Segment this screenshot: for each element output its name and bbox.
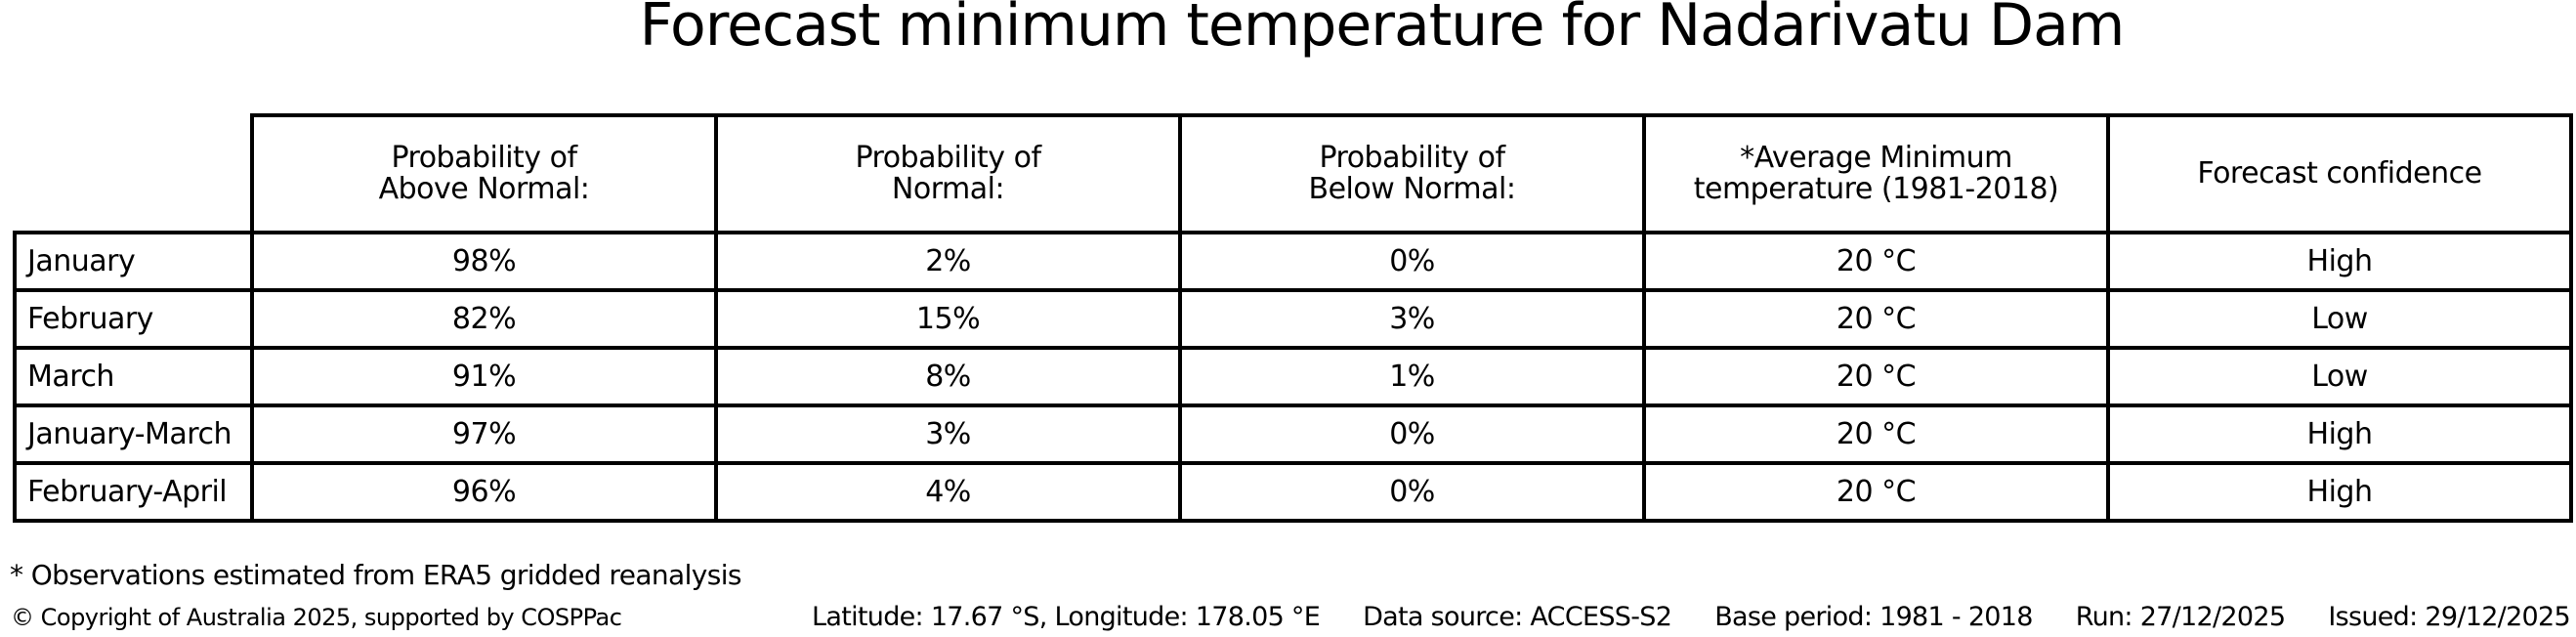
below-normal-cell: 0% [1178, 403, 1646, 465]
issued-date-text: Issued: 29/12/2025 [2328, 602, 2570, 632]
header-forecast-confidence: Forecast confidence [2106, 113, 2573, 234]
base-period-text: Base period: 1981 - 2018 [1714, 602, 2033, 632]
table-header-row: Probability of Above Normal: Probability… [15, 113, 2573, 234]
table-row: March 91% 8% 1% 20 °C Low [13, 346, 2573, 407]
header-text: Forecast confidence [2197, 155, 2482, 191]
footer-metadata-bar: © Copyright of Australia 2025, supported… [11, 602, 2571, 632]
period-cell: February-April [13, 461, 254, 523]
below-normal-cell: 3% [1178, 288, 1646, 350]
above-normal-cell: 98% [250, 231, 718, 292]
normal-cell: 3% [714, 403, 1182, 465]
above-normal-cell: 82% [250, 288, 718, 350]
avg-min-temp-cell: 20 °C [1642, 346, 2110, 407]
run-date-text: Run: 27/12/2025 [2075, 602, 2286, 632]
header-above-normal: Probability of Above Normal: [250, 113, 718, 234]
page-title: Forecast minimum temperature for Nadariv… [639, 0, 2126, 60]
table-row: February 82% 15% 3% 20 °C Low [13, 288, 2573, 350]
above-normal-cell: 91% [250, 346, 718, 407]
table-row: January 98% 2% 0% 20 °C High [13, 231, 2573, 292]
confidence-cell: High [2106, 231, 2573, 292]
data-source-text: Data source: ACCESS-S2 [1363, 602, 1672, 632]
normal-cell: 2% [714, 231, 1182, 292]
header-normal: Probability of Normal: [714, 113, 1182, 234]
header-text: Probability of [1319, 140, 1505, 175]
period-cell: February [13, 288, 254, 350]
copyright-text: © Copyright of Australia 2025, supported… [11, 604, 622, 631]
header-below-normal: Probability of Below Normal: [1178, 113, 1646, 234]
observations-footnote: * Observations estimated from ERA5 gridd… [10, 559, 742, 591]
header-text: temperature (1981-2018) [1693, 172, 2059, 206]
above-normal-cell: 96% [250, 461, 718, 523]
below-normal-cell: 1% [1178, 346, 1646, 407]
header-text: Probability of [855, 140, 1041, 175]
period-cell: January-March [13, 403, 254, 465]
corner-cell [15, 115, 252, 233]
period-cell: January [13, 231, 254, 292]
header-text: Probability of [391, 140, 577, 175]
avg-min-temp-cell: 20 °C [1642, 461, 2110, 523]
avg-min-temp-cell: 20 °C [1642, 288, 2110, 350]
header-text: Above Normal: [378, 172, 590, 206]
confidence-cell: Low [2106, 288, 2573, 350]
normal-cell: 15% [714, 288, 1182, 350]
location-text: Latitude: 17.67 °S, Longitude: 178.05 °E [812, 602, 1321, 632]
avg-min-temp-cell: 20 °C [1642, 403, 2110, 465]
normal-cell: 8% [714, 346, 1182, 407]
confidence-cell: Low [2106, 346, 2573, 407]
header-avg-min-temp: *Average Minimum temperature (1981-2018) [1642, 113, 2110, 234]
table-row: January-March 97% 3% 0% 20 °C High [13, 403, 2573, 465]
normal-cell: 4% [714, 461, 1182, 523]
forecast-table: Probability of Above Normal: Probability… [13, 113, 2573, 523]
period-cell: March [13, 346, 254, 407]
confidence-cell: High [2106, 403, 2573, 465]
header-text: *Average Minimum [1740, 140, 2012, 175]
avg-min-temp-cell: 20 °C [1642, 231, 2110, 292]
below-normal-cell: 0% [1178, 461, 1646, 523]
table-row: February-April 96% 4% 0% 20 °C High [13, 461, 2573, 523]
confidence-cell: High [2106, 461, 2573, 523]
header-text: Normal: [891, 172, 1005, 206]
below-normal-cell: 0% [1178, 231, 1646, 292]
above-normal-cell: 97% [250, 403, 718, 465]
header-text: Below Normal: [1308, 172, 1516, 206]
